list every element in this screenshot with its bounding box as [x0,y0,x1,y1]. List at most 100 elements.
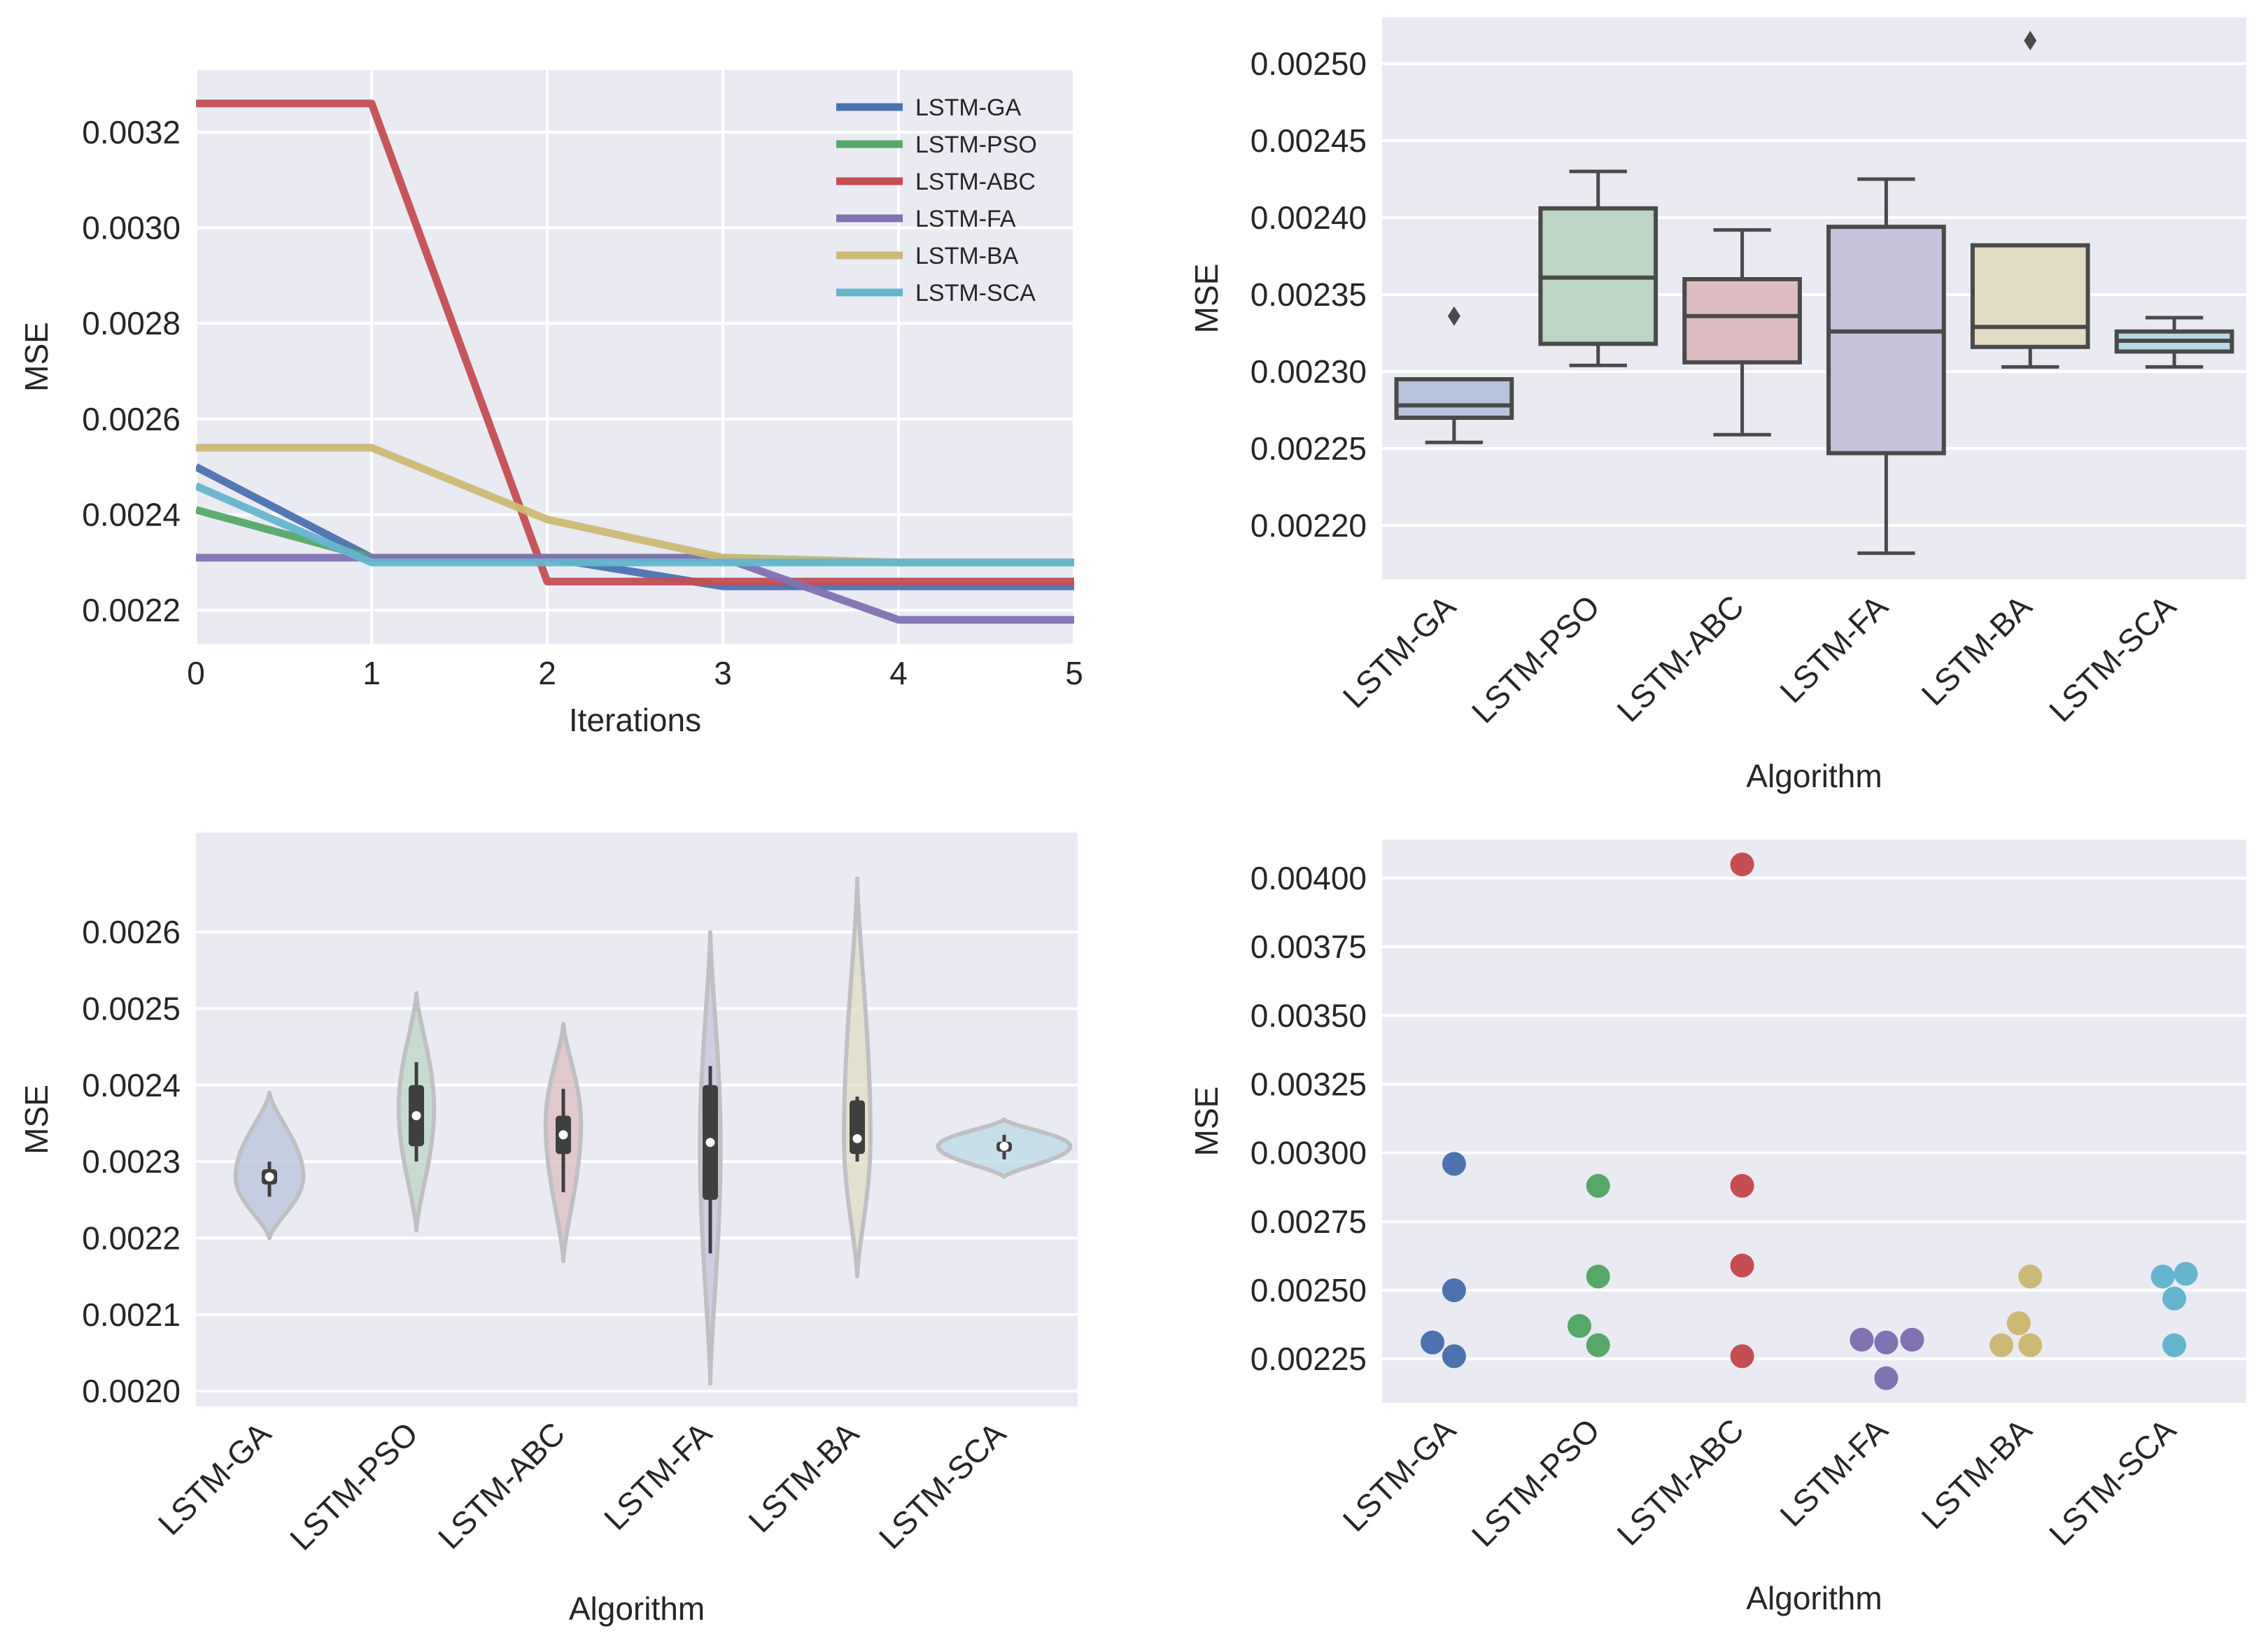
x-tick-label: 1 [362,655,381,691]
y-axis-label: MSE [18,322,55,392]
x-axis-label: Algorithm [1746,1580,1882,1616]
violin-lstm-fa [698,930,723,1386]
y-tick-label: 0.0020 [82,1373,181,1409]
y-tick-label: 0.0023 [82,1143,181,1180]
violin-median [265,1172,274,1182]
point-lstm-ba [2006,1311,2031,1336]
box-iqr [1394,377,1514,420]
box-lstm-ba [1970,31,2090,369]
point-lstm-pso [1586,1333,1610,1357]
point-lstm-ga [1442,1344,1466,1369]
legend-label: LSTM-FA [915,206,1016,232]
x-tick-label: LSTM-GA [1336,588,1463,715]
x-tick-label: LSTM-PSO [1465,588,1607,730]
y-tick-label: 0.0032 [82,114,181,150]
legend-label: LSTM-ABC [915,169,1036,195]
violin-median [852,1134,862,1143]
y-tick-label: 0.0025 [82,990,181,1026]
y-tick-label: 0.00350 [1251,997,1367,1033]
x-tick-label: LSTM-SCA [2042,588,2183,728]
x-tick-label: LSTM-BA [1915,588,2039,712]
series-lines [196,99,1074,624]
violin-lstm-ba [842,876,873,1279]
x-tick-label: LSTM-FA [1773,588,1894,709]
x-axis-label: Iterations [569,702,701,738]
x-axis-label: Algorithm [569,1590,705,1627]
violin-median [705,1138,715,1148]
violin-lstm-abc [543,1022,584,1264]
outlier-marker [2024,31,2037,50]
y-tick-label: 0.00250 [1251,1272,1367,1308]
violin-iqr [850,1100,865,1155]
x-axis-label: Algorithm [1746,758,1882,794]
y-tick-label: 0.0024 [82,1067,181,1103]
point-lstm-sca [2174,1262,2198,1286]
line-chart-panel: 0.0022 0.0024 0.0026 0.0028 0.0030 0.0032 MSE 0… [18,70,1083,738]
violin-median [411,1111,421,1121]
y-axis-label: MSE [1188,264,1225,334]
x-tick-label: 0 [187,655,205,691]
box-iqr [1826,225,1946,456]
y-axis-label: MSE [1188,1087,1225,1157]
x-tick-label: LSTM-GA [151,1415,279,1542]
point-lstm-abc [1730,852,1754,877]
strip-plot-panel: 0.00225 0.00250 0.00275 0.00300 0.00325 0.003… [1188,840,2246,1616]
violin-lstm-sca [936,1117,1073,1179]
y-tick-label: 0.0028 [82,305,181,341]
violin-median [999,1141,1009,1151]
point-lstm-sca [2162,1286,2187,1311]
y-tick-label: 0.00325 [1251,1066,1367,1102]
series-line-lstm-ga [196,463,1074,591]
y-tick-label: 0.0026 [82,914,181,950]
point-lstm-sca [2162,1333,2187,1357]
y-tick-label: 0.00230 [1251,353,1367,390]
y-tick-label: 0.00375 [1251,929,1367,965]
x-tick-label: 3 [714,655,732,691]
plot-background [1382,840,2246,1403]
point-lstm-fa [1900,1327,1924,1352]
x-tick-label: LSTM-SCA [872,1415,1013,1555]
legend-label: LSTM-PSO [915,132,1037,158]
x-tick-label: LSTM-ABC [1610,1411,1750,1552]
y-tick-label: 0.00300 [1251,1135,1367,1171]
x-tick-label: LSTM-PSO [283,1415,425,1557]
y-tick-label: 0.00400 [1251,860,1367,896]
x-tick-label: 2 [538,655,556,691]
box-lstm-abc [1682,228,1802,437]
y-tick-label: 0.00275 [1251,1203,1367,1240]
y-tick-label: 0.00225 [1251,430,1367,467]
box-iqr [1682,277,1802,365]
legend-label: LSTM-BA [915,243,1019,269]
y-tick-label: 0.00220 [1251,507,1367,544]
violin-body [842,876,873,1279]
box-lstm-pso [1538,169,1658,367]
y-tick-label: 0.00245 [1251,122,1367,159]
point-lstm-ga [1421,1330,1445,1355]
point-lstm-ba [2018,1333,2043,1357]
y-tick-label: 0.00250 [1251,45,1367,82]
y-tick-label: 0.00240 [1251,199,1367,236]
point-lstm-pso [1567,1314,1591,1339]
box-plot-panel: 0.00220 0.00225 0.00230 0.00235 0.00240 0.002… [1188,17,2246,794]
legend-label: LSTM-SCA [915,280,1036,306]
box-lstm-fa [1826,177,1946,556]
point-lstm-ga [1442,1278,1466,1302]
violin-lstm-ga [233,1090,306,1241]
series-line-lstm-sca [196,482,1074,567]
point-lstm-ga [1442,1152,1466,1176]
legend: LSTM-GA LSTM-PSO LSTM-ABC LSTM-FA LSTM-BA LST… [836,94,1037,306]
x-tick-label: LSTM-FA [597,1415,719,1537]
point-lstm-abc [1730,1253,1754,1278]
point-lstm-ba [1989,1333,2014,1357]
series-line-lstm-abc [196,99,1074,586]
y-tick-label: 0.0026 [82,401,181,437]
box-lstm-sca [2114,316,2234,369]
x-tick-label: LSTM-FA [1773,1411,1894,1533]
y-tick-label: 0.0022 [82,1220,181,1256]
x-tick-label: LSTM-ABC [431,1415,572,1555]
y-tick-label: 0.00225 [1251,1341,1367,1377]
box-lstm-ga [1394,306,1514,444]
y-axis-label: MSE [18,1085,55,1155]
point-lstm-fa [1874,1330,1899,1355]
series-line-lstm-fa [196,553,1074,624]
